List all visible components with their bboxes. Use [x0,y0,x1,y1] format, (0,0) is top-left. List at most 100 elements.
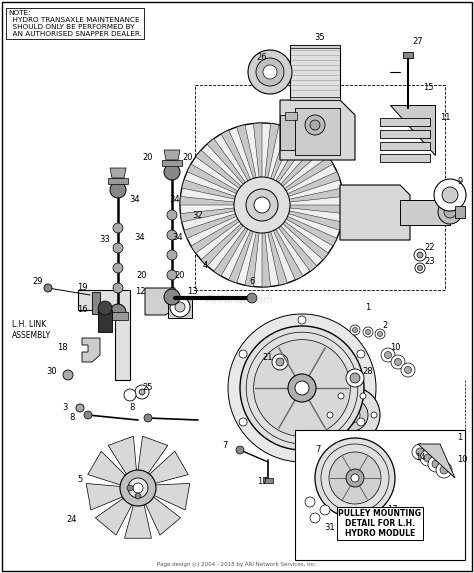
Polygon shape [455,206,465,218]
Polygon shape [145,288,175,315]
Circle shape [133,483,143,493]
Polygon shape [108,312,128,320]
Circle shape [272,354,288,370]
Circle shape [365,329,371,335]
Text: 24: 24 [67,516,77,524]
Circle shape [415,263,425,273]
Bar [285,112,297,120]
Circle shape [428,456,444,472]
Polygon shape [286,217,337,246]
Text: 20: 20 [137,270,147,280]
Circle shape [110,304,126,320]
Text: 17: 17 [387,505,397,515]
Text: 35: 35 [315,33,325,42]
Polygon shape [276,134,310,182]
Circle shape [164,164,180,180]
Circle shape [63,370,73,380]
Polygon shape [280,115,295,150]
Circle shape [113,283,123,293]
Circle shape [353,328,357,332]
Text: 29: 29 [33,277,43,286]
Circle shape [110,182,126,198]
Polygon shape [125,505,152,538]
Polygon shape [196,150,241,189]
Circle shape [113,223,123,233]
Polygon shape [268,231,287,285]
Polygon shape [380,118,430,126]
Circle shape [338,431,344,437]
Circle shape [120,470,156,506]
Bar [92,292,100,314]
Text: 23: 23 [425,257,435,266]
Text: 20: 20 [175,270,185,280]
Polygon shape [285,157,333,191]
Circle shape [305,115,325,135]
Polygon shape [110,168,126,178]
Circle shape [239,418,247,426]
Text: 5: 5 [77,476,82,485]
Polygon shape [146,497,181,535]
Circle shape [127,485,133,491]
Polygon shape [78,290,130,380]
Circle shape [377,332,383,336]
Circle shape [350,325,360,335]
Polygon shape [265,123,279,178]
Circle shape [288,374,316,402]
Circle shape [305,497,315,507]
Circle shape [254,197,270,213]
Polygon shape [155,484,190,510]
Polygon shape [295,108,340,155]
Circle shape [124,389,136,401]
Circle shape [167,270,177,280]
Circle shape [357,418,365,426]
Bar [295,430,465,560]
Polygon shape [88,451,125,485]
Circle shape [432,460,440,468]
Circle shape [248,50,292,94]
Circle shape [113,263,123,273]
Circle shape [324,387,380,443]
Polygon shape [262,233,271,287]
Polygon shape [278,226,317,272]
Circle shape [436,462,452,478]
Circle shape [180,123,344,287]
Text: 19: 19 [77,284,87,292]
Polygon shape [289,211,342,230]
Text: Page design (c) 2004 - 2018 by ARI Network Services, Inc.: Page design (c) 2004 - 2018 by ARI Netwo… [157,562,317,567]
Circle shape [76,404,84,412]
Circle shape [351,474,359,482]
Text: 6: 6 [249,277,255,286]
Polygon shape [403,52,413,58]
Circle shape [394,359,401,366]
Text: L.H. LINK
ASSEMBLY: L.H. LINK ASSEMBLY [12,320,51,340]
Circle shape [144,414,152,422]
Circle shape [263,65,277,79]
Circle shape [236,446,244,454]
Circle shape [170,297,190,317]
Circle shape [164,289,180,305]
Circle shape [444,206,456,218]
Circle shape [256,58,284,86]
Circle shape [418,265,422,270]
Circle shape [84,411,92,419]
Circle shape [346,469,364,487]
Circle shape [440,466,448,474]
Text: 32: 32 [193,210,203,219]
Text: 14: 14 [415,453,425,462]
Circle shape [298,452,306,460]
Polygon shape [164,150,180,160]
Text: 1: 1 [457,434,463,442]
Text: 9: 9 [457,178,463,186]
Polygon shape [281,144,323,186]
Polygon shape [184,214,237,238]
Text: 33: 33 [100,236,110,245]
Polygon shape [180,197,234,205]
Text: 4: 4 [202,261,208,269]
Circle shape [167,210,177,220]
Text: 21: 21 [263,354,273,363]
Polygon shape [290,97,340,100]
Circle shape [391,355,405,369]
Circle shape [416,448,424,456]
Circle shape [417,252,423,258]
Circle shape [438,200,462,224]
